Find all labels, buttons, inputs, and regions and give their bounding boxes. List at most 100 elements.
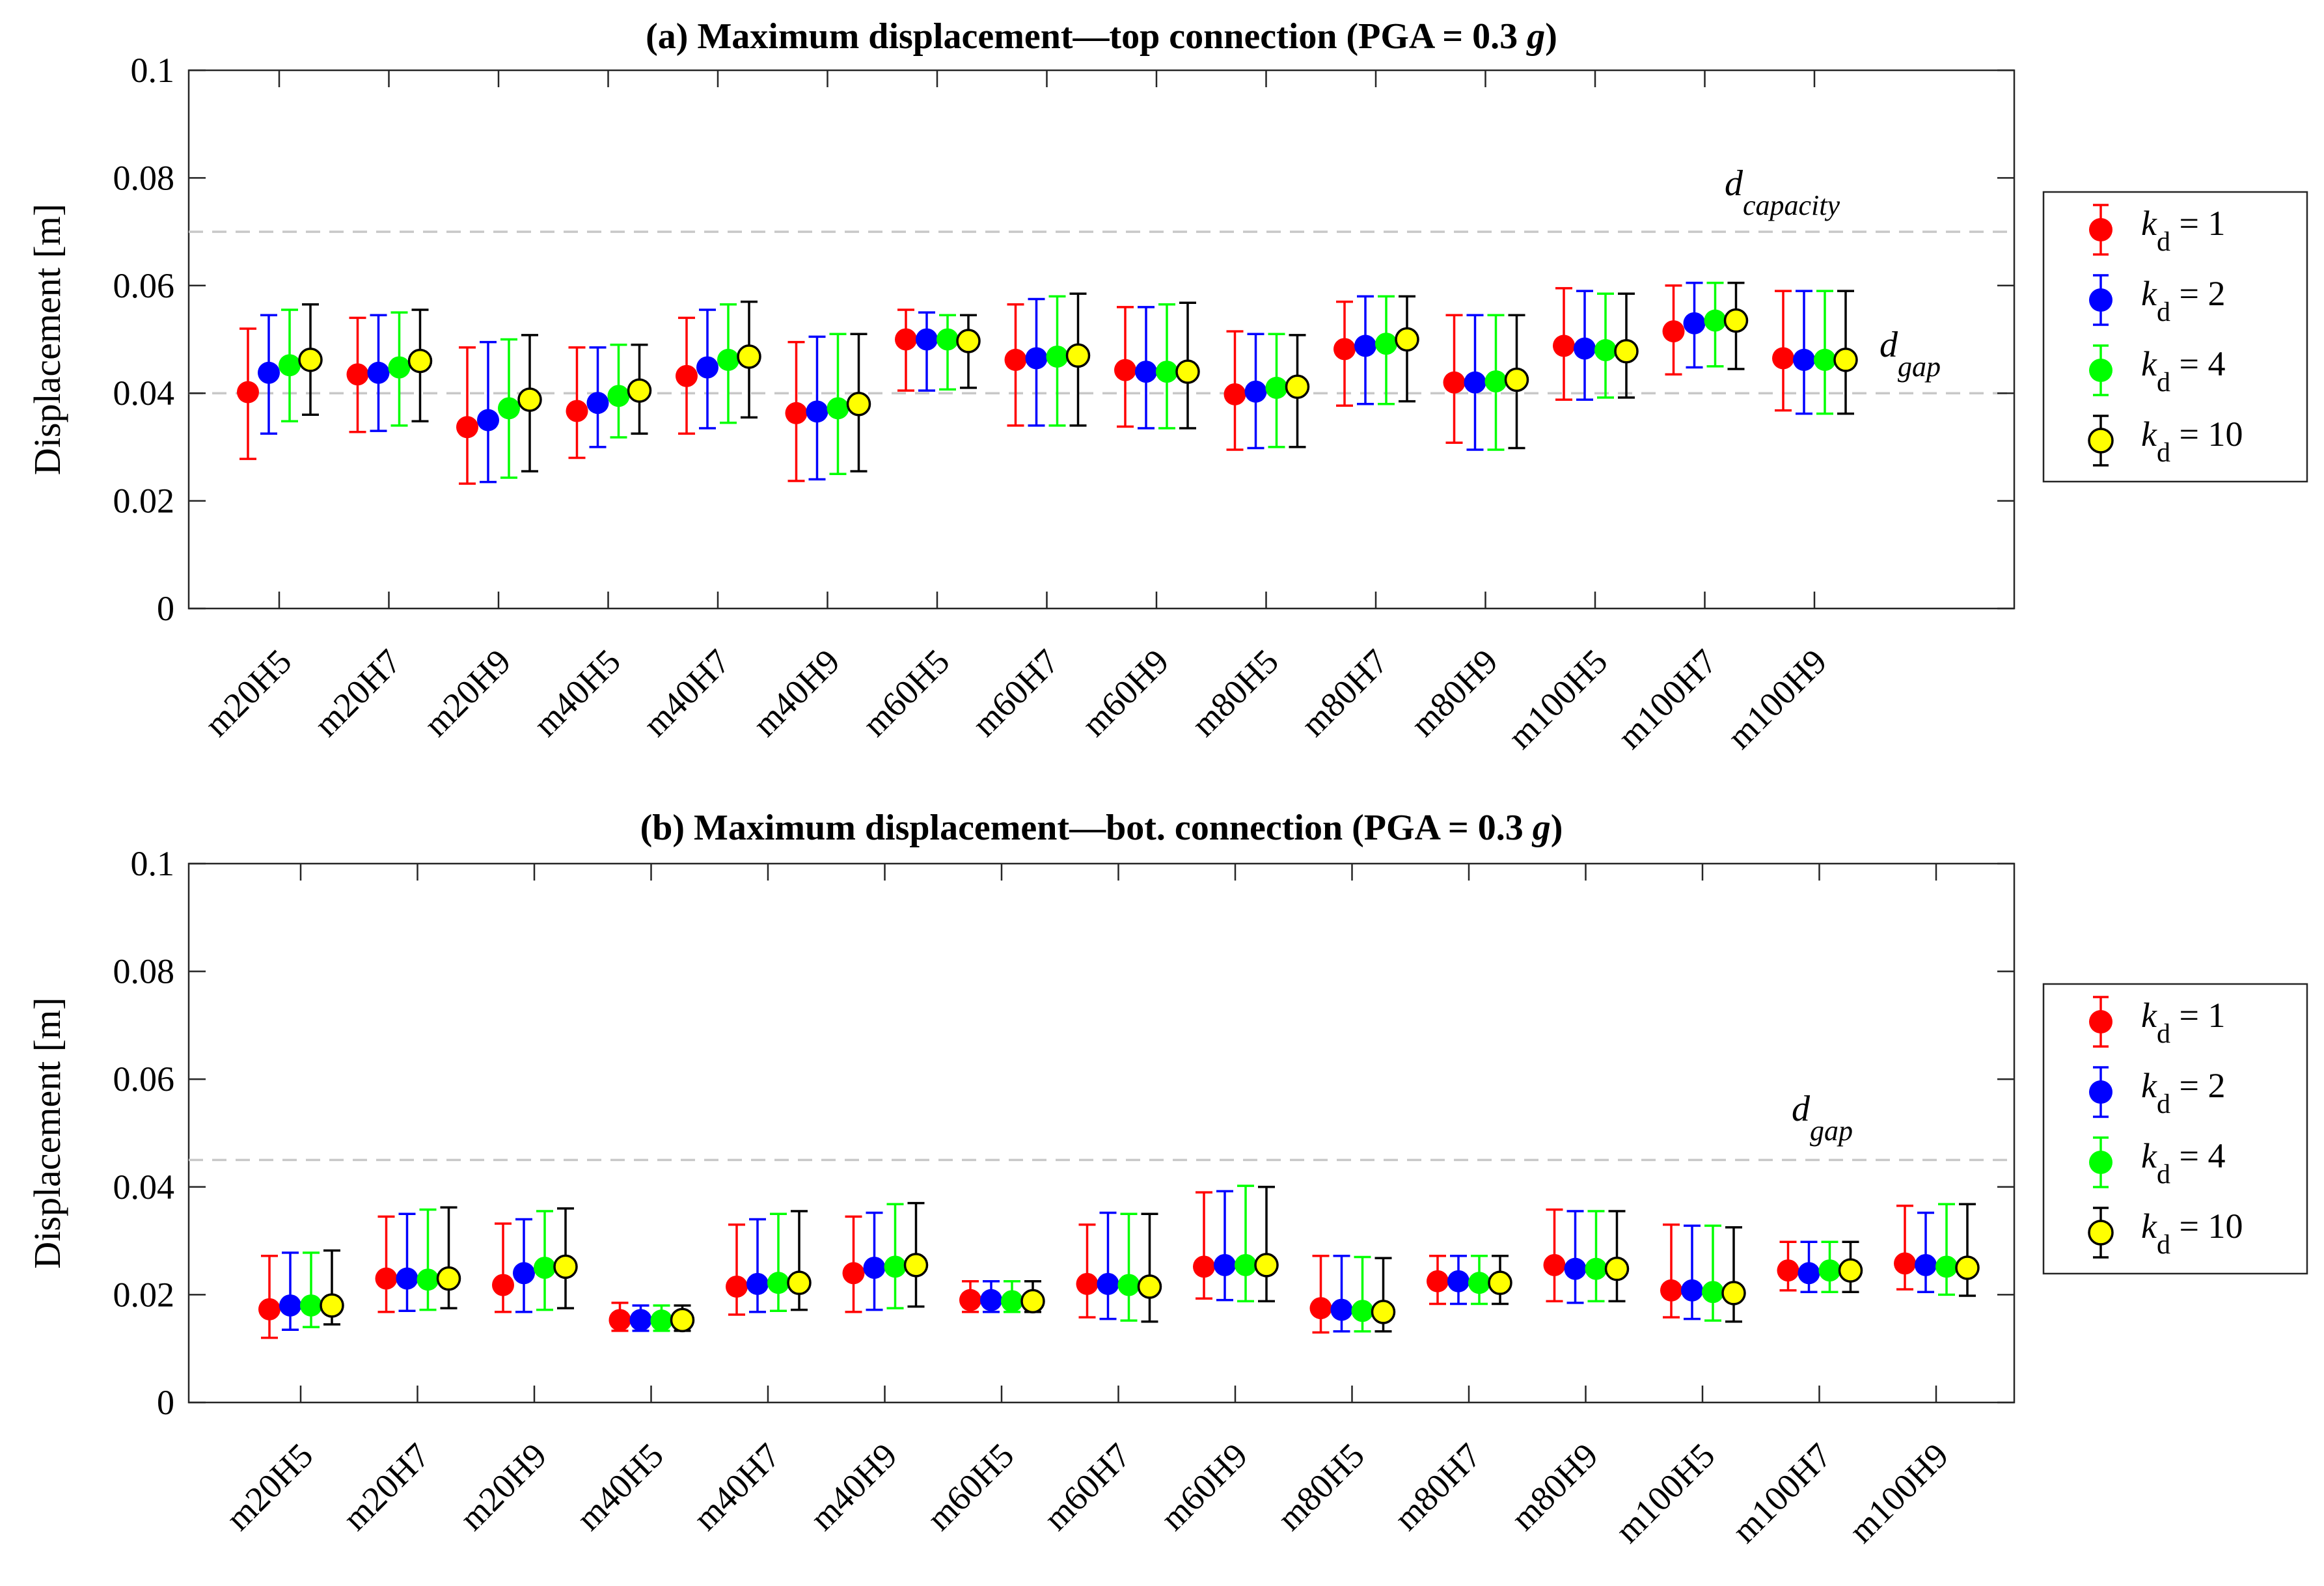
data-point	[553, 1254, 578, 1279]
data-point	[787, 1270, 812, 1295]
y-tick-label: 0.04	[113, 1168, 175, 1207]
data-point	[1354, 335, 1376, 357]
x-category-label: m20H7	[307, 642, 409, 744]
data-point	[300, 1294, 322, 1317]
legend-kd-value: 2	[2208, 274, 2225, 313]
title-close: )	[1551, 808, 1563, 848]
chart-panel-a: (a) Maximum displacement—top connection …	[26, 16, 2308, 756]
data-point	[676, 364, 698, 387]
data-point	[1395, 327, 1419, 352]
data-point	[1443, 371, 1466, 394]
legend-label: kd = 4	[2141, 1136, 2225, 1190]
data-point	[903, 1253, 929, 1278]
ref-label-capacity: dcapacity	[1725, 163, 1840, 221]
x-category-label: m100H7	[1610, 642, 1725, 756]
legend-label: kd = 2	[2141, 274, 2225, 327]
legend-label: kd = 2	[2141, 1066, 2225, 1119]
data-point	[767, 1272, 789, 1294]
legend-sub: d	[2157, 1019, 2170, 1049]
data-point	[608, 1309, 631, 1332]
title-text: (b) Maximum displacement—bot. connection…	[640, 808, 1533, 848]
plot-area	[187, 862, 2016, 1404]
x-category-label: m60H5	[855, 642, 957, 744]
legend-sub: d	[2157, 227, 2170, 257]
data-point	[1488, 1270, 1512, 1295]
data-point	[884, 1255, 907, 1278]
x-category-label: m80H9	[1403, 642, 1505, 744]
x-category-label: m100H9	[1841, 1436, 1956, 1550]
legend-sub: d	[2157, 438, 2170, 468]
legend-kd-value: 10	[2208, 415, 2243, 454]
legend-kd-value: 1	[2208, 996, 2225, 1035]
x-category-label: m100H7	[1725, 1436, 1839, 1550]
legend-sub: d	[2157, 1230, 2170, 1260]
y-tick-label: 0	[157, 589, 174, 628]
legend-sub: d	[2157, 1160, 2170, 1190]
data-point	[258, 361, 280, 384]
data-point	[1447, 1270, 1470, 1292]
x-category-label: m100H5	[1607, 1436, 1722, 1550]
data-point	[436, 1266, 461, 1291]
data-point	[1351, 1300, 1374, 1322]
data-point	[1117, 1274, 1140, 1296]
data-point	[1662, 320, 1685, 343]
ref-label-sub: capacity	[1743, 189, 1840, 221]
legend-sub: d	[2157, 1089, 2170, 1119]
data-point	[1464, 371, 1486, 394]
legend-k: k	[2141, 204, 2157, 243]
ref-label-gap: dgap	[1880, 325, 1941, 383]
y-tick-label: 0.1	[131, 844, 175, 883]
data-point	[407, 348, 433, 374]
y-tick-label: 0.02	[113, 482, 175, 521]
data-point	[1468, 1272, 1490, 1294]
legend-kd-value: 4	[2208, 344, 2225, 383]
legend-eq: =	[2170, 415, 2208, 454]
legend-kd-value: 4	[2208, 1136, 2225, 1175]
data-point	[566, 400, 588, 422]
x-category-label: m80H7	[1294, 642, 1396, 744]
data-point	[1004, 348, 1027, 371]
data-point	[1955, 1255, 1980, 1280]
legend-marker	[2089, 1151, 2112, 1174]
data-point	[1046, 345, 1069, 368]
data-point	[1427, 1270, 1449, 1292]
data-point	[1564, 1257, 1587, 1280]
legend-kd-value: 10	[2208, 1207, 2243, 1246]
data-point	[1371, 1300, 1396, 1324]
data-point	[1935, 1255, 1958, 1278]
y-tick-label: 0.08	[113, 952, 175, 991]
data-point	[1543, 1253, 1566, 1276]
data-point	[1614, 338, 1639, 364]
x-category-label: m20H9	[417, 642, 519, 744]
x-category-label: m100H9	[1719, 642, 1834, 756]
data-point	[1793, 348, 1815, 371]
legend-k: k	[2141, 1066, 2157, 1105]
series-kd10	[298, 281, 1858, 472]
series-kd4	[279, 281, 1836, 479]
data-point	[1777, 1259, 1799, 1282]
data-point	[1553, 335, 1575, 357]
data-point	[737, 344, 761, 369]
data-point	[279, 354, 301, 377]
data-point	[696, 356, 718, 379]
x-category-label: m20H9	[452, 1436, 554, 1538]
series-kd10	[320, 1186, 1980, 1333]
legend: kd = 1kd = 2kd = 4kd = 10	[2042, 191, 2308, 483]
legend-k: k	[2141, 1136, 2157, 1175]
data-point	[388, 356, 411, 379]
legend-k: k	[2141, 415, 2157, 454]
ref-label-main: d	[1792, 1089, 1811, 1129]
y-axis-label: Displacement [m]	[26, 997, 68, 1268]
data-point	[477, 409, 499, 431]
y-tick-label: 0.08	[113, 158, 175, 197]
data-point	[320, 1293, 344, 1318]
data-point	[396, 1267, 418, 1290]
legend-k: k	[2141, 1207, 2157, 1246]
chart-title: (b) Maximum displacement—bot. connection…	[640, 808, 1563, 848]
data-point	[1330, 1298, 1353, 1321]
y-tick-label: 0.06	[113, 1060, 175, 1099]
data-point	[1244, 380, 1267, 403]
data-point	[746, 1272, 769, 1295]
legend-marker	[2089, 1080, 2112, 1104]
legend-box	[2042, 983, 2308, 1275]
